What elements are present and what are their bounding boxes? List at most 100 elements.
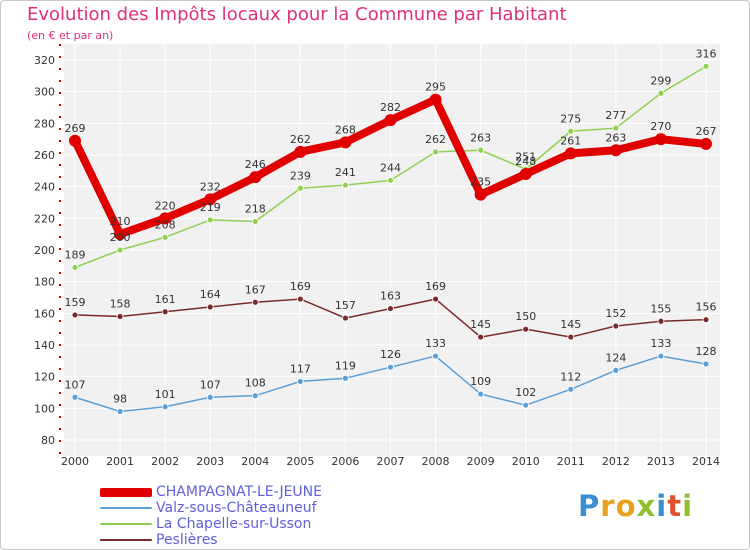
y-tick-label: 320 <box>34 54 55 67</box>
chart-subtitle: (en € et par an) <box>27 29 114 42</box>
data-point <box>432 295 439 303</box>
legend: CHAMPAGNAT-LE-JEUNE Valz-sous-Châteauneu… <box>100 484 420 548</box>
data-label: 133 <box>425 337 446 350</box>
y-tick-label: 160 <box>34 307 55 320</box>
data-label: 251 <box>515 150 536 163</box>
data-label: 109 <box>470 375 491 388</box>
logo-letter: t <box>667 489 683 523</box>
data-point <box>432 148 439 156</box>
y-tick-label: 100 <box>34 402 55 415</box>
data-point <box>702 360 710 368</box>
x-tick-label: 2003 <box>196 455 224 468</box>
data-label: 299 <box>650 74 671 87</box>
data-point <box>612 366 620 374</box>
y-tick-label: 300 <box>34 86 55 99</box>
y-tick-label: 200 <box>34 244 55 257</box>
data-point <box>567 127 575 135</box>
data-point <box>702 316 710 324</box>
data-point <box>159 212 172 225</box>
data-point <box>69 134 81 147</box>
data-label: 220 <box>155 199 176 212</box>
data-label: 210 <box>110 215 131 228</box>
data-label: 263 <box>605 131 626 144</box>
chart-title: Evolution des Impôts locaux pour la Comm… <box>27 4 567 25</box>
proxiti-logo: Proxiti <box>578 489 693 523</box>
x-tick-label: 2007 <box>377 455 405 468</box>
data-label: 277 <box>605 109 626 122</box>
x-tick-label: 2013 <box>647 455 675 468</box>
legend-item: Valz-sous-Châteauneuf <box>100 500 420 516</box>
data-label: 246 <box>245 158 266 171</box>
x-tick-label: 2005 <box>286 455 314 468</box>
y-tick-label: 280 <box>34 117 55 130</box>
data-label: 261 <box>560 134 581 147</box>
data-label: 262 <box>290 133 311 146</box>
x-tick-label: 2012 <box>602 455 630 468</box>
data-point <box>161 308 169 316</box>
data-label: 163 <box>380 290 401 303</box>
data-point <box>116 246 124 254</box>
data-label: 244 <box>380 161 401 174</box>
data-label: 169 <box>425 280 446 293</box>
logo-letter: i <box>656 489 668 523</box>
data-point <box>71 264 79 271</box>
data-point <box>161 403 169 411</box>
data-label: 200 <box>110 231 131 244</box>
legend-item: Peslières <box>100 532 420 548</box>
data-point <box>71 311 79 319</box>
y-tick-label: 180 <box>34 276 55 289</box>
logo-letter: i <box>682 489 694 523</box>
data-point <box>567 333 575 341</box>
data-label: 263 <box>470 131 491 144</box>
y-tick-label: 220 <box>34 212 55 225</box>
data-label: 167 <box>245 283 266 296</box>
data-point <box>249 171 262 184</box>
legend-swatch-3 <box>100 539 152 541</box>
y-tick-label: 80 <box>41 434 55 447</box>
x-tick-label: 2000 <box>61 455 89 468</box>
x-tick-label: 2010 <box>512 455 540 468</box>
data-point <box>612 124 620 132</box>
data-point <box>474 188 487 201</box>
data-label: 316 <box>696 47 717 60</box>
data-label: 248 <box>515 155 536 168</box>
data-point <box>387 305 394 312</box>
data-label: 107 <box>200 378 221 391</box>
data-label: 161 <box>155 293 176 306</box>
data-label: 235 <box>470 176 491 189</box>
logo-letter: o <box>615 489 637 523</box>
data-point <box>522 325 530 333</box>
data-label: 128 <box>696 345 717 358</box>
legend-swatch-1 <box>100 507 152 509</box>
legend-label: Peslières <box>156 532 218 548</box>
data-point <box>206 393 214 401</box>
data-label: 275 <box>560 112 581 125</box>
x-tick-label: 2014 <box>692 455 720 468</box>
data-point <box>654 133 667 146</box>
x-tick-label: 2004 <box>241 455 269 468</box>
data-point <box>342 374 349 382</box>
data-label: 156 <box>696 301 717 314</box>
data-label: 108 <box>245 377 266 390</box>
data-point <box>71 393 79 401</box>
data-point <box>387 176 394 184</box>
data-point <box>700 137 712 150</box>
data-label: 126 <box>380 348 401 361</box>
data-point <box>612 322 620 330</box>
data-point <box>204 193 217 206</box>
y-tick-label: 140 <box>34 339 55 352</box>
data-point <box>116 313 124 320</box>
logo-letter: P <box>578 489 601 523</box>
data-point <box>342 181 349 189</box>
data-point <box>564 147 577 160</box>
data-label: 150 <box>515 310 536 323</box>
data-label: 98 <box>113 393 127 406</box>
data-label: 269 <box>65 122 86 135</box>
data-point <box>114 228 127 241</box>
data-point <box>477 390 485 398</box>
x-tick-label: 2001 <box>106 455 134 468</box>
x-tick-label: 2008 <box>422 455 450 468</box>
data-label: 262 <box>425 133 446 146</box>
data-label: 159 <box>65 296 86 309</box>
